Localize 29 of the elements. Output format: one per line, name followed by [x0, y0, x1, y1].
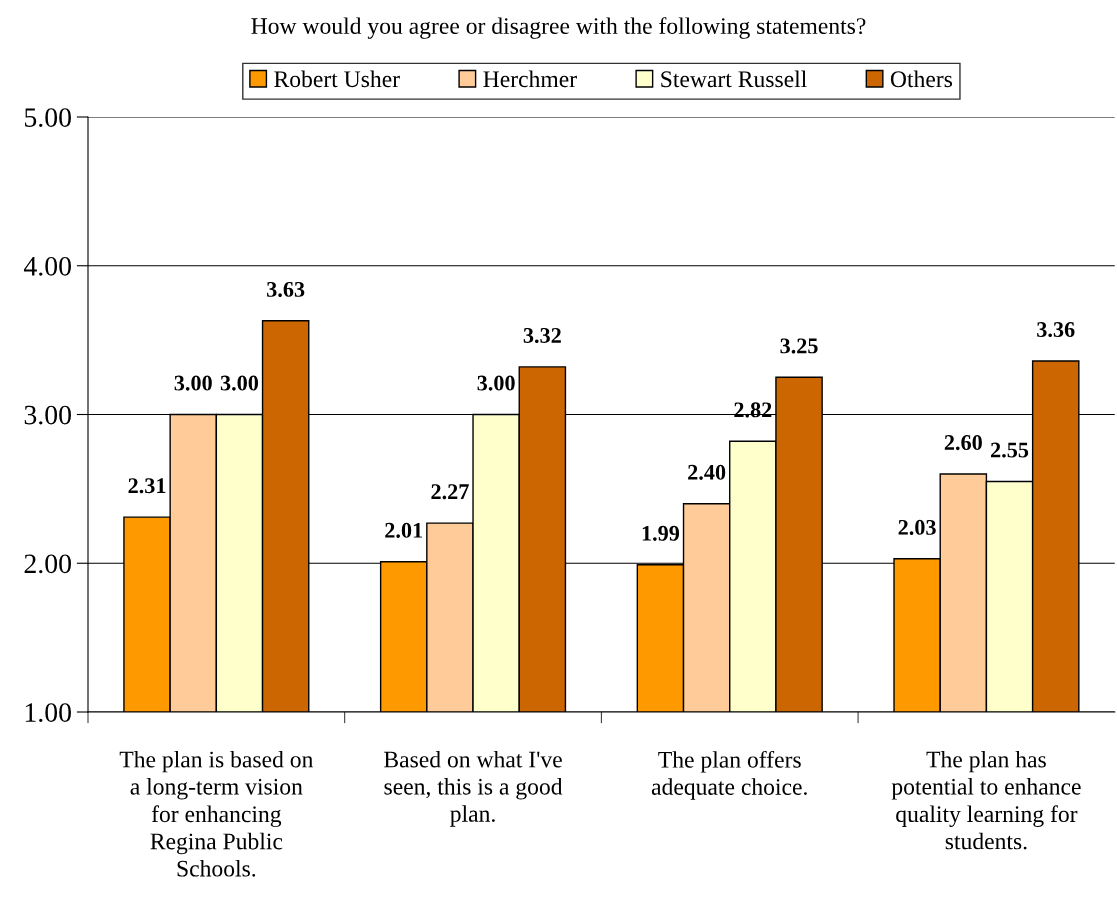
y-tick-label: 2.00 [24, 554, 71, 574]
x-tick-label: The plan offers adequate choice. [651, 750, 807, 800]
y-tick-label: 3.00 [24, 405, 71, 425]
data-label: 3.63 [267, 281, 305, 297]
y-tick-label: 5.00 [25, 108, 71, 128]
y-tick-label: 1.00 [25, 703, 71, 723]
data-label: 3.00 [220, 375, 259, 391]
data-label: 3.25 [780, 338, 818, 354]
data-label: 2.01 [385, 522, 423, 538]
data-label: 3.00 [174, 375, 212, 391]
x-tick-label: Based on what I've seen, this is a good plan. [384, 750, 563, 827]
data-label: 2.31 [128, 478, 166, 494]
data-label: 3.36 [1037, 322, 1075, 338]
data-label: 2.03 [898, 519, 936, 535]
legend-label: Herchmer [483, 70, 577, 88]
x-tick-label: The plan has potential to enhance quality learning for students. [891, 750, 1081, 850]
data-label: 1.99 [642, 525, 680, 541]
data-label: 3.32 [523, 328, 561, 344]
data-label: 2.55 [991, 442, 1029, 458]
data-label: 2.40 [688, 464, 726, 480]
legend-label: Others [890, 70, 953, 88]
legend-label: Robert Usher [274, 70, 400, 88]
data-label: 2.27 [431, 484, 469, 500]
x-tick-label: The plan is based on a long-term vision for enhancing Regina Public Schools. [119, 750, 314, 877]
data-label: 2.60 [944, 435, 982, 451]
data-label: 3.00 [477, 375, 515, 391]
chart-title: How would you agree or disagree with the following statements? [251, 17, 866, 39]
y-tick-label: 4.00 [23, 256, 71, 276]
legend-label: Stewart Russell [661, 70, 807, 88]
